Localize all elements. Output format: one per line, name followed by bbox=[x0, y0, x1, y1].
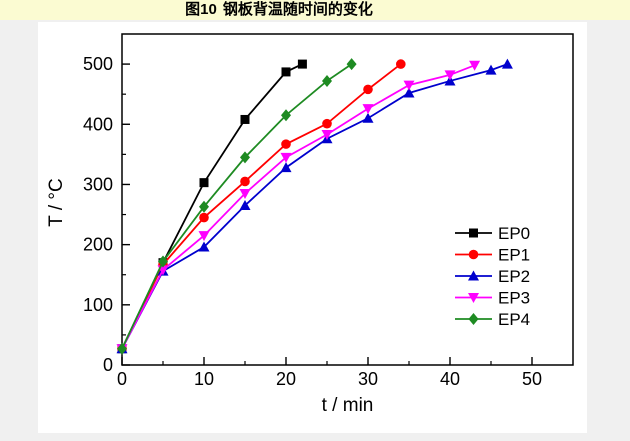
series-EP4 bbox=[117, 58, 357, 355]
series-EP2-marker bbox=[501, 58, 513, 69]
legend-item-EP3: EP3 bbox=[455, 289, 530, 308]
y-tick-label: 0 bbox=[103, 355, 113, 375]
plot-frame bbox=[121, 33, 574, 366]
legend-marker-EP4 bbox=[468, 313, 479, 325]
y-tick-label: 100 bbox=[83, 295, 113, 315]
series-EP2-line bbox=[121, 63, 508, 350]
series-EP3-marker bbox=[280, 152, 292, 163]
legend-label-EP4: EP4 bbox=[498, 310, 530, 329]
series-EP0-line bbox=[121, 63, 303, 350]
series-EP4-marker bbox=[117, 342, 127, 355]
legend: EP0 EP1 EP2 EP3 EP4 bbox=[455, 224, 530, 329]
series-EP3-marker bbox=[362, 104, 374, 115]
series-EP3-marker bbox=[403, 80, 415, 91]
series-EP4-marker bbox=[199, 200, 209, 213]
series-EP1 bbox=[117, 59, 406, 354]
series-EP2-marker bbox=[444, 75, 456, 86]
series-EP0-marker bbox=[297, 59, 307, 69]
legend-marker-EP1 bbox=[468, 249, 479, 260]
series-EP2-marker bbox=[239, 200, 251, 211]
x-tick-label: 50 bbox=[522, 369, 542, 389]
series-EP4-marker bbox=[346, 58, 357, 71]
series-EP0-marker bbox=[240, 114, 250, 124]
y-tick-label: 200 bbox=[83, 235, 113, 255]
series-EP4-marker bbox=[281, 109, 291, 122]
series-EP2-marker bbox=[198, 241, 210, 252]
series-EP2 bbox=[116, 58, 513, 354]
series-EP1-marker bbox=[199, 212, 209, 223]
series-EP1-marker bbox=[396, 59, 406, 69]
legend-label-EP2: EP2 bbox=[498, 267, 530, 286]
x-axis-label: t / min bbox=[322, 395, 374, 416]
legend-label-EP0: EP0 bbox=[498, 224, 530, 243]
x-tick-label: 40 bbox=[440, 369, 460, 389]
series-EP3-marker bbox=[321, 130, 333, 141]
y-tick-label: 300 bbox=[83, 174, 113, 194]
series-EP4-line bbox=[121, 63, 353, 350]
legend-label-EP1: EP1 bbox=[498, 246, 530, 265]
x-tick-label: 0 bbox=[117, 369, 127, 389]
legend-marker-EP3 bbox=[468, 293, 479, 303]
y-tick-label: 500 bbox=[83, 54, 113, 74]
x-tick-label: 30 bbox=[358, 369, 378, 389]
series-EP3-marker bbox=[444, 70, 456, 81]
figure-caption-bar: 图10 钢板背温随时间的变化 bbox=[0, 0, 630, 20]
chart-panel: 0 10 20 30 40 50 0 100 200 300 400 500 t / min T / °C… bbox=[38, 22, 587, 433]
series-EP1-marker bbox=[240, 176, 250, 187]
legend-marker-EP2 bbox=[468, 270, 479, 281]
series-EP4-marker bbox=[322, 74, 332, 87]
series-EP1-marker bbox=[281, 139, 291, 149]
series-EP1-line bbox=[121, 63, 402, 350]
series-EP1-marker bbox=[322, 118, 332, 129]
series-EP2-marker bbox=[485, 64, 497, 75]
series-EP3-marker bbox=[239, 188, 251, 199]
series-EP2-marker bbox=[362, 112, 374, 123]
series-EP4-marker bbox=[158, 255, 168, 268]
series-EP3-marker bbox=[198, 231, 210, 242]
legend-item-EP0: EP0 bbox=[455, 224, 530, 243]
figure-number: 图10 bbox=[185, 1, 217, 18]
legend-marker-EP0 bbox=[469, 228, 478, 238]
legend-item-EP2: EP2 bbox=[455, 267, 530, 286]
series-EP2-marker bbox=[403, 87, 415, 98]
x-tick-label: 10 bbox=[194, 369, 214, 389]
series-EP3-marker bbox=[469, 60, 481, 71]
series-EP2-marker bbox=[280, 162, 292, 173]
y-axis-label: T / °C bbox=[46, 178, 67, 226]
series-EP0 bbox=[117, 59, 307, 354]
series-EP0-marker bbox=[281, 67, 291, 77]
series-EP0-marker bbox=[199, 178, 209, 188]
legend-label-EP3: EP3 bbox=[498, 289, 530, 308]
y-tick-label: 400 bbox=[83, 114, 113, 134]
series-EP3-line bbox=[121, 64, 475, 350]
x-tick-label: 20 bbox=[276, 369, 296, 389]
series-EP4-marker bbox=[240, 151, 250, 164]
figure-title: 钢板背温随时间的变化 bbox=[222, 1, 373, 18]
series-EP1-marker bbox=[363, 84, 373, 95]
legend-item-EP1: EP1 bbox=[455, 246, 530, 265]
legend-item-EP4: EP4 bbox=[455, 310, 530, 329]
